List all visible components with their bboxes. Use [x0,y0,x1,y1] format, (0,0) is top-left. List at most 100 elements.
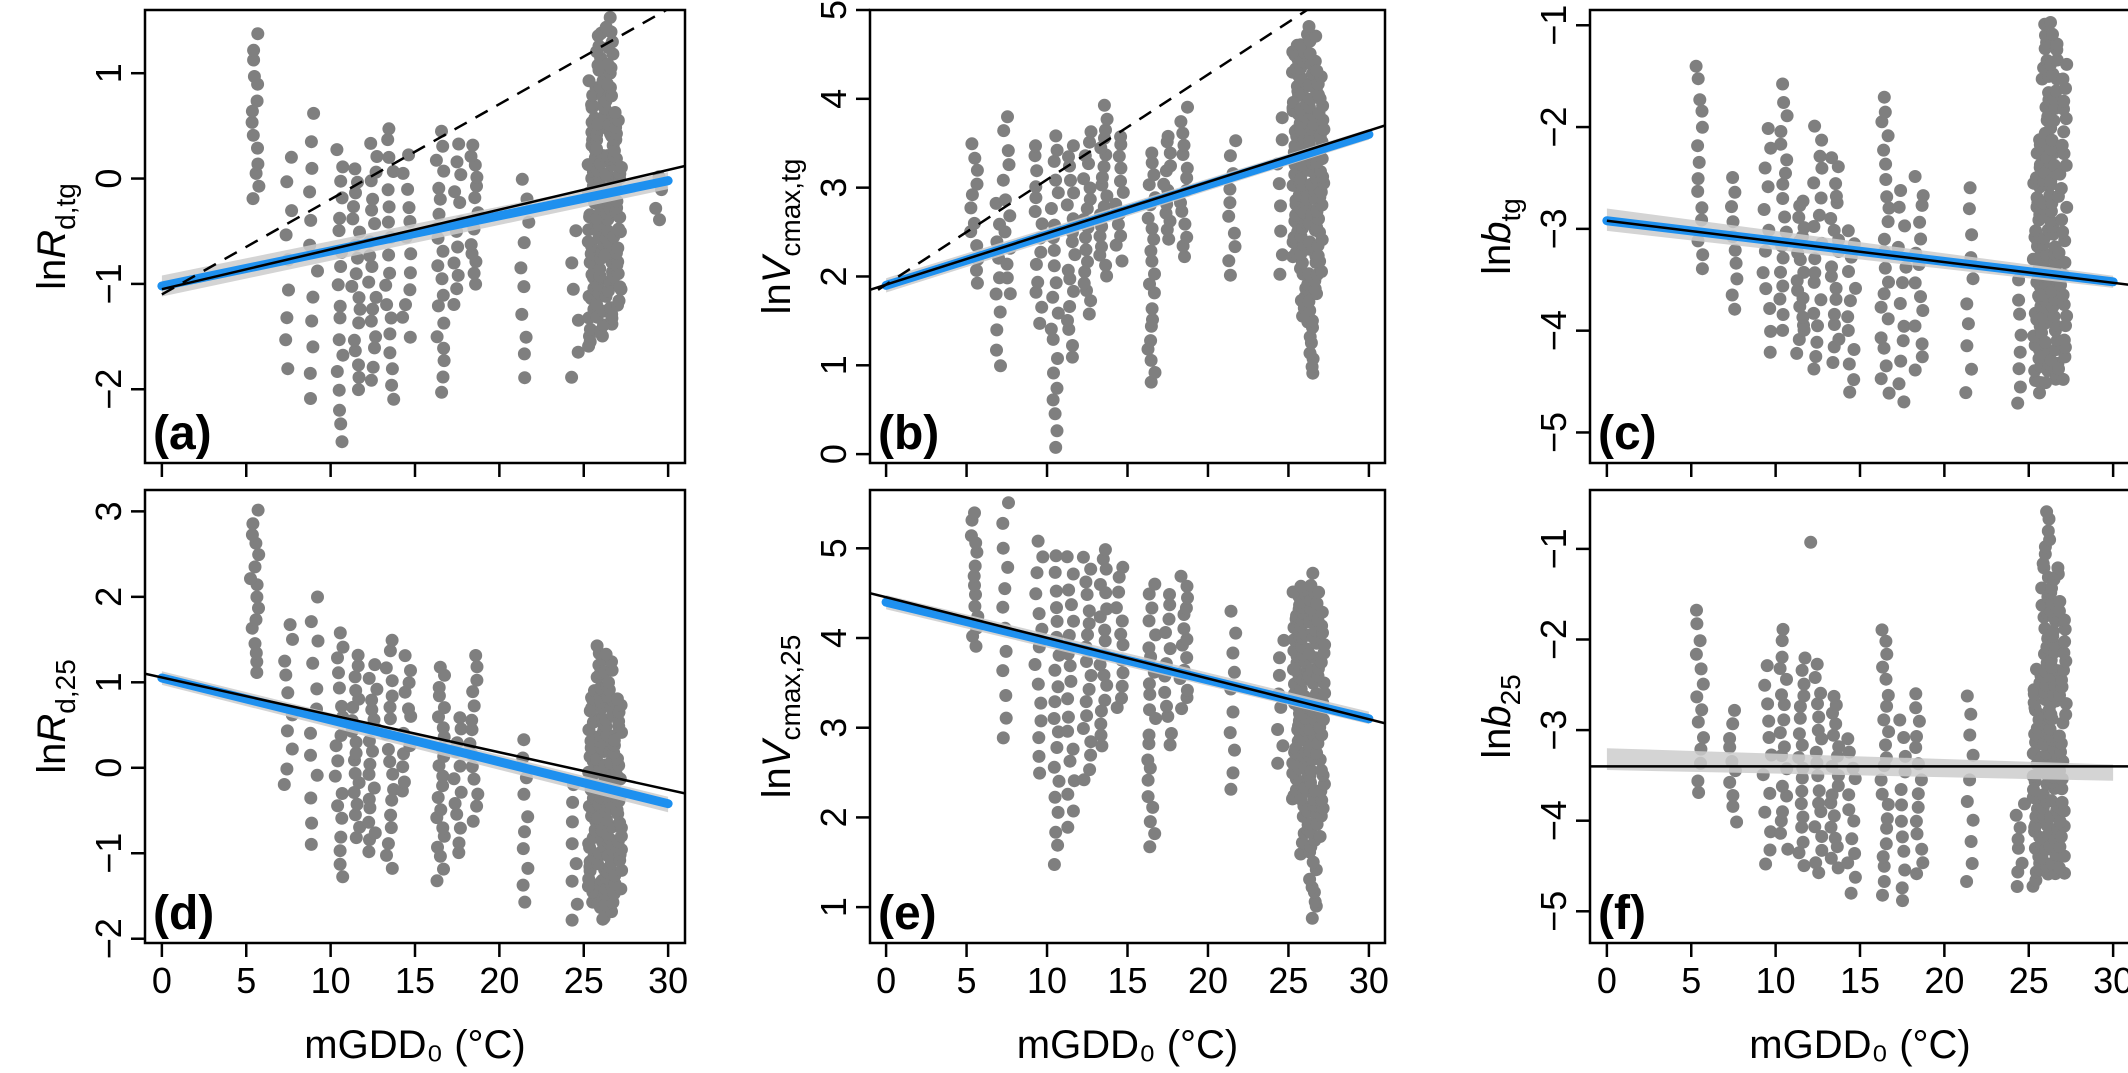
data-point [1306,855,1320,869]
data-point [1084,294,1098,308]
data-point [571,345,585,359]
data-point [363,757,377,771]
data-point [2013,821,2027,835]
data-point [1807,362,1821,376]
data-point [1272,177,1286,191]
data-point [437,701,451,715]
data-point [1894,184,1908,197]
data-point [432,207,446,221]
data-point [1881,129,1895,143]
data-point [1776,192,1790,205]
data-point [1177,622,1191,636]
data-point [565,874,579,888]
data-point [1796,810,1810,824]
data-point [1829,717,1843,731]
data-point [1725,288,1739,302]
data-point [467,772,481,786]
data-point [2056,72,2070,86]
data-point [352,316,366,330]
data-point [1845,832,1859,846]
data-point [1064,173,1077,187]
data-point [1098,693,1112,707]
data-point [1051,186,1065,200]
data-point [1180,161,1194,175]
data-point [437,164,451,178]
x-tick-label: 0 [876,960,896,1001]
data-point [1693,634,1707,648]
data-point [1827,318,1841,331]
data-point [345,279,359,293]
data-point [1761,122,1775,135]
data-point [968,578,981,592]
data-point [380,848,393,862]
data-point [521,861,535,875]
data-point [999,644,1013,658]
data-point [1813,149,1827,163]
data-point [351,648,365,662]
data-point [2059,708,2073,722]
data-point [1146,313,1159,327]
data-point [2057,125,2071,139]
data-point [2059,158,2073,172]
data-point [1812,710,1826,724]
data-point [251,157,265,171]
data-point [450,807,464,821]
x-tick-label: 30 [2093,960,2128,1001]
data-point [306,656,320,670]
data-point [1116,185,1130,199]
data-point [1081,255,1094,269]
data-point [1877,875,1891,888]
data-point [1916,304,1930,317]
data-point [1964,707,1978,721]
data-point [2054,182,2068,195]
data-point [331,799,345,813]
data-point [964,201,978,215]
y-tick-label: −2 [88,369,129,410]
data-point [347,333,361,347]
data-point [307,106,321,120]
data-point [1081,628,1094,642]
data-point [1843,385,1857,399]
data-point [1807,306,1821,320]
data-point [1180,171,1194,185]
data-point [1114,229,1128,243]
data-point [590,212,604,226]
data-point [1960,297,1974,311]
data-point [996,541,1010,555]
data-point [1178,250,1191,264]
y-tick-label: 0 [88,169,129,189]
data-point [1777,698,1791,712]
data-point [1066,567,1080,581]
data-point [1812,208,1826,222]
data-point [365,693,379,707]
data-point [968,599,982,613]
data-point [1066,742,1080,756]
data-point [1691,774,1705,788]
data-point [1046,393,1060,407]
data-point [349,746,363,760]
data-point [1882,725,1896,739]
data-point [1879,157,1893,171]
data-point [470,660,484,674]
data-point [1094,141,1108,155]
data-point [571,313,585,327]
data-point [1060,198,1074,212]
data-point [1277,633,1291,647]
data-point [333,844,347,858]
data-point [385,633,399,647]
x-tick-label: 30 [1349,960,1389,1001]
data-point [1811,723,1825,737]
data-point [332,666,345,680]
data-point [336,640,350,654]
data-point [1757,203,1771,216]
data-point [305,314,319,328]
data-point [1181,100,1194,114]
data-point [2044,708,2058,721]
data-point [2054,830,2068,844]
data-point [431,791,445,804]
data-point [1781,842,1795,856]
data-point [1304,764,1318,778]
data-point [2011,396,2025,410]
data-point [518,371,532,385]
data-point [1798,651,1812,665]
